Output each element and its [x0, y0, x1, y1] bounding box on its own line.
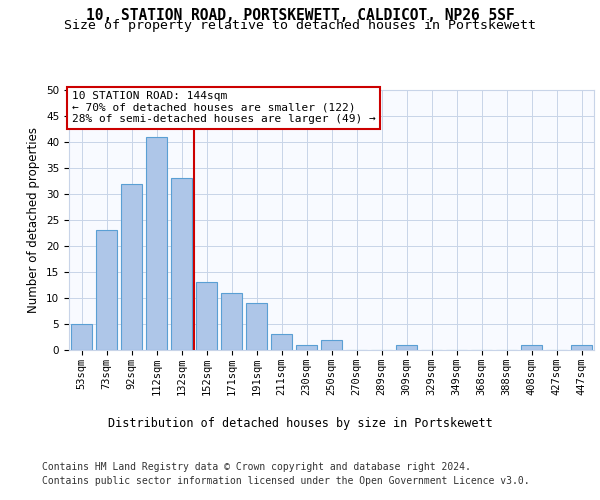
Bar [121, 184, 142, 350]
Bar [221, 293, 242, 350]
Y-axis label: Number of detached properties: Number of detached properties [28, 127, 40, 313]
Text: 10, STATION ROAD, PORTSKEWETT, CALDICOT, NP26 5SF: 10, STATION ROAD, PORTSKEWETT, CALDICOT,… [86, 8, 514, 22]
Bar [196, 282, 217, 350]
Bar [396, 345, 417, 350]
Text: Contains HM Land Registry data © Crown copyright and database right 2024.: Contains HM Land Registry data © Crown c… [42, 462, 471, 472]
Bar [571, 345, 592, 350]
Text: Size of property relative to detached houses in Portskewett: Size of property relative to detached ho… [64, 19, 536, 32]
Bar [146, 137, 167, 350]
Bar [96, 230, 117, 350]
Text: Contains public sector information licensed under the Open Government Licence v3: Contains public sector information licen… [42, 476, 530, 486]
Bar [271, 334, 292, 350]
Bar [521, 345, 542, 350]
Bar [296, 345, 317, 350]
Bar [71, 324, 92, 350]
Bar [171, 178, 192, 350]
Text: Distribution of detached houses by size in Portskewett: Distribution of detached houses by size … [107, 418, 493, 430]
Text: 10 STATION ROAD: 144sqm
← 70% of detached houses are smaller (122)
28% of semi-d: 10 STATION ROAD: 144sqm ← 70% of detache… [71, 92, 376, 124]
Bar [246, 303, 267, 350]
Bar [321, 340, 342, 350]
